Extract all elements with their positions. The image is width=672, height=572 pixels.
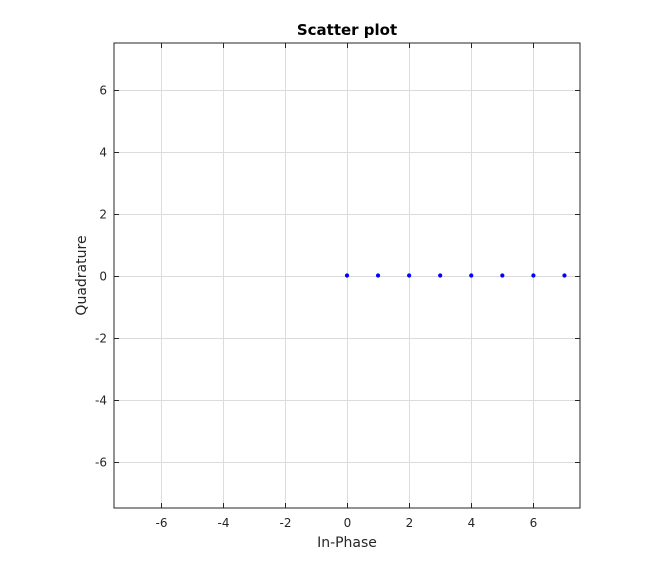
x-axis-label: In-Phase — [317, 535, 377, 551]
x-tick-label: 2 — [406, 516, 414, 530]
scatter-point — [407, 273, 412, 278]
scatter-point — [531, 273, 536, 278]
y-tick-label: 6 — [99, 84, 107, 98]
scatter-point — [500, 273, 505, 278]
scatter-point — [438, 273, 443, 278]
x-tick-label: 0 — [344, 516, 352, 530]
x-tick-label: 4 — [468, 516, 476, 530]
data-points — [344, 273, 567, 278]
scatter-point — [375, 273, 381, 278]
scatter-point — [344, 273, 350, 278]
ticks: -6 -4 -2 0 2 4 6 -6 -4 -2 0 2 4 6 — [95, 43, 580, 530]
x-tick-label: -4 — [218, 516, 230, 530]
x-tick-label: -2 — [280, 516, 292, 530]
chart-title: Scatter plot — [297, 21, 397, 39]
x-tick-label: -6 — [156, 516, 168, 530]
y-tick-label: 2 — [99, 208, 107, 222]
y-tick-label: 4 — [99, 146, 107, 160]
scatter-point — [469, 273, 474, 278]
y-tick-label: -2 — [95, 332, 107, 346]
x-tick-label: 6 — [530, 516, 538, 530]
scatter-point — [562, 273, 567, 278]
y-axis-label: Quadrature — [74, 235, 90, 315]
y-tick-label: -6 — [95, 456, 107, 470]
y-tick-label: -4 — [95, 394, 107, 408]
y-tick-label: 0 — [99, 270, 107, 284]
